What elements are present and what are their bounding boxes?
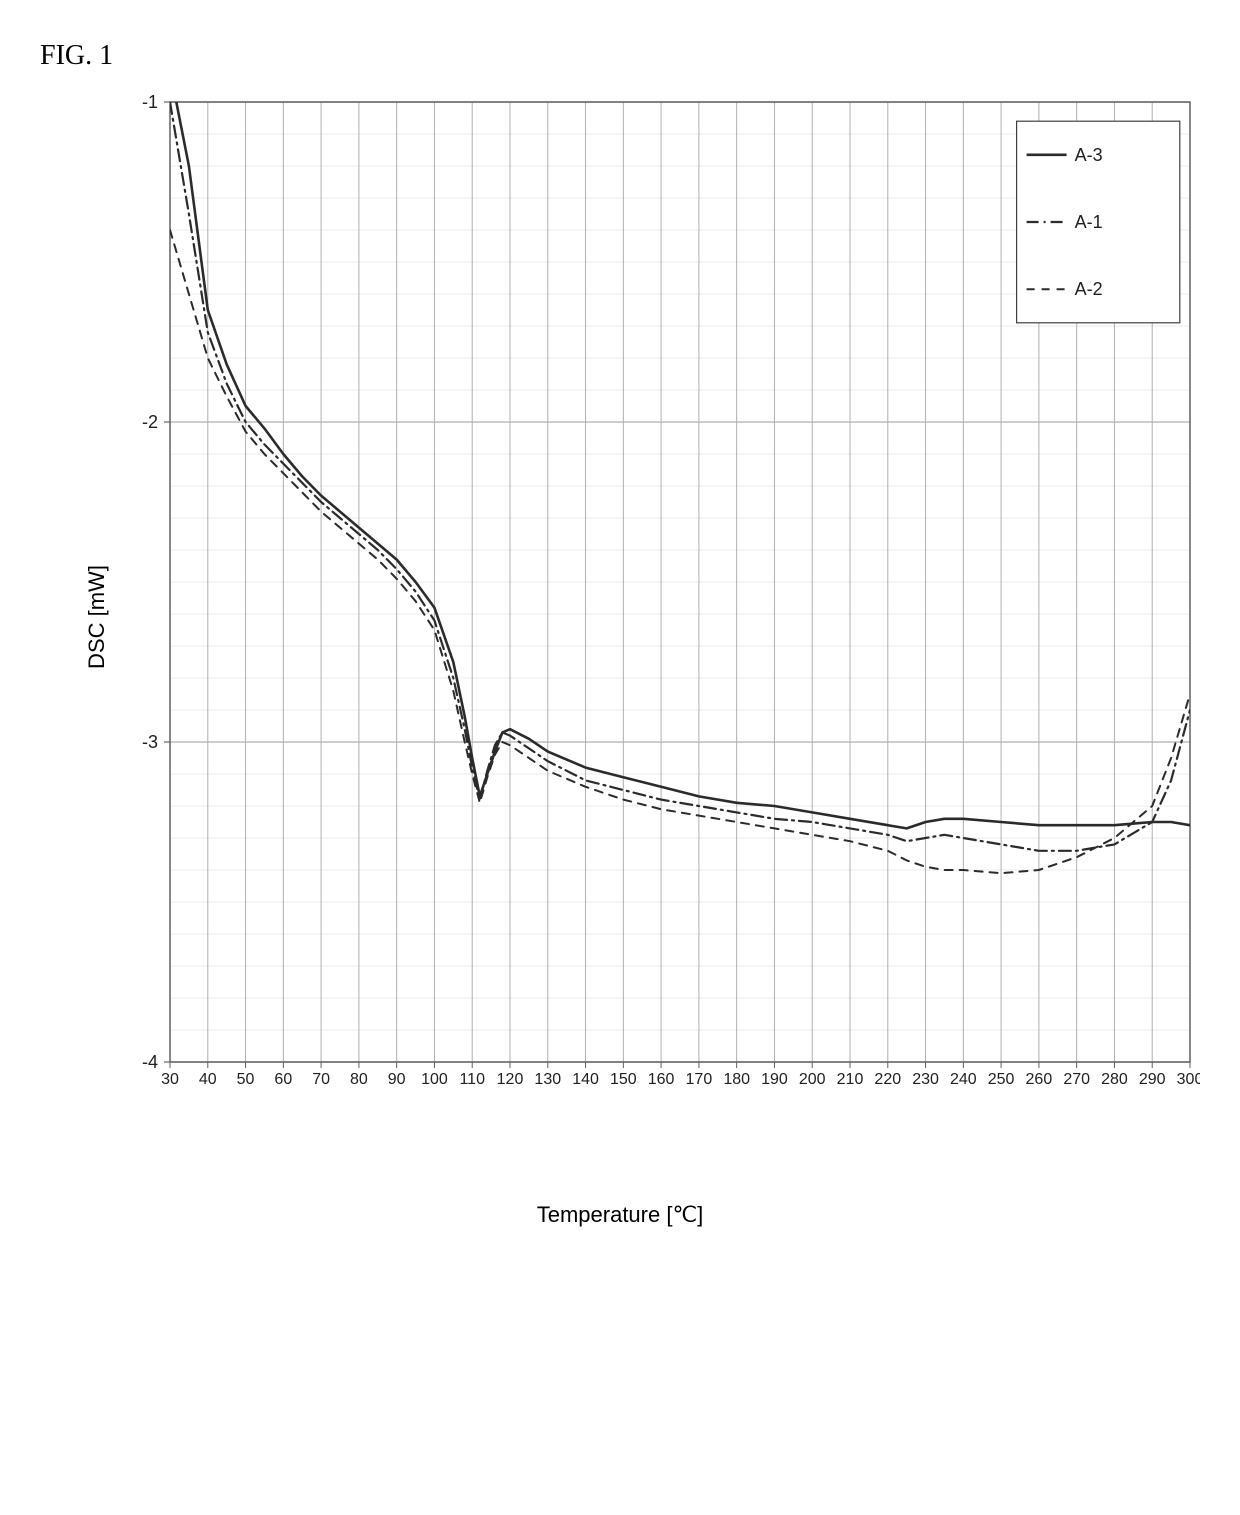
dsc-chart: DSC [mW] -1-2-3-430405060708090100110120… (100, 92, 1200, 1142)
svg-text:170: 170 (686, 1071, 713, 1088)
svg-text:120: 120 (497, 1071, 524, 1088)
svg-text:270: 270 (1063, 1071, 1090, 1088)
figure-container: FIG. 1 DSC [mW] -1 -2 -3 -430 40 50 60 70 80 90 10… (40, 40, 1200, 1228)
svg-text:180: 180 (723, 1071, 750, 1088)
x-axis-label: Temperature [℃] (40, 1202, 1200, 1228)
svg-text:30: 30 (161, 1071, 179, 1088)
svg-text:110: 110 (459, 1071, 485, 1088)
svg-text:280: 280 (1101, 1071, 1128, 1088)
svg-text:40: 40 (199, 1071, 217, 1088)
svg-text:300: 300 (1177, 1071, 1200, 1088)
chart-svg: -1 -2 -3 -430 40 50 60 70 80 90 100 110 120 130 140 150… (100, 92, 1200, 1092)
svg-text:A-2: A-2 (1075, 279, 1103, 299)
svg-text:50: 50 (237, 1071, 255, 1088)
svg-text:100: 100 (421, 1071, 448, 1088)
svg-text:-2: -2 (142, 412, 158, 432)
svg-text:80: 80 (350, 1071, 368, 1088)
svg-text:250: 250 (988, 1071, 1015, 1088)
svg-text:A-1: A-1 (1075, 212, 1103, 232)
y-axis-label: DSC [mW] (84, 565, 110, 669)
svg-text:260: 260 (1026, 1071, 1053, 1088)
figure-title: FIG. 1 (40, 40, 1200, 72)
svg-text:150: 150 (610, 1071, 637, 1088)
svg-text:160: 160 (648, 1071, 675, 1088)
svg-text:140: 140 (572, 1071, 599, 1088)
svg-text:190: 190 (761, 1071, 788, 1088)
svg-text:-1: -1 (142, 92, 158, 112)
svg-text:230: 230 (912, 1071, 939, 1088)
svg-text:210: 210 (837, 1071, 864, 1088)
svg-text:220: 220 (874, 1071, 901, 1088)
svg-text:290: 290 (1139, 1071, 1166, 1088)
svg-text:240: 240 (950, 1071, 977, 1088)
svg-text:200: 200 (799, 1071, 826, 1088)
svg-text:A-3: A-3 (1075, 145, 1103, 165)
svg-text:-3: -3 (142, 732, 158, 752)
svg-text:70: 70 (312, 1071, 330, 1088)
svg-text:90: 90 (388, 1071, 406, 1088)
svg-text:-4: -4 (142, 1052, 158, 1072)
svg-text:130: 130 (534, 1071, 561, 1088)
svg-text:60: 60 (274, 1071, 292, 1088)
